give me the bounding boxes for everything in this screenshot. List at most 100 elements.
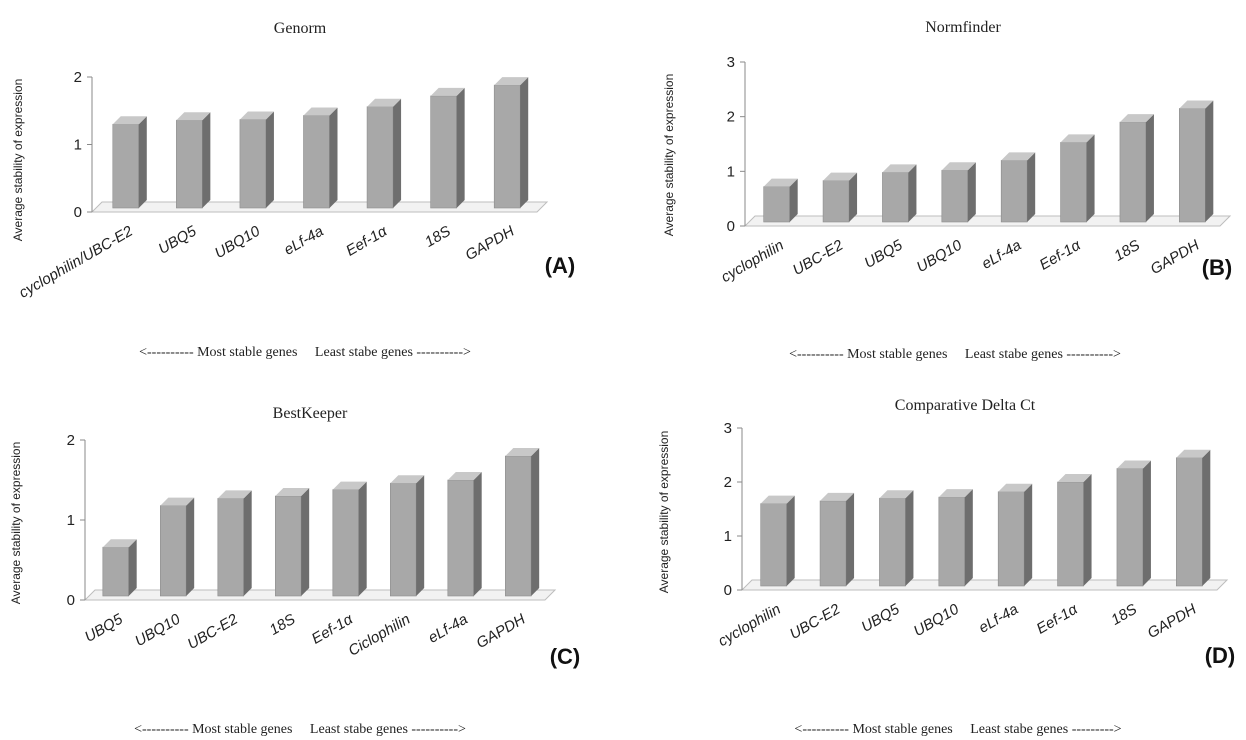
bar-front	[112, 123, 140, 209]
bar-front	[493, 84, 521, 209]
bar-6	[1116, 460, 1151, 587]
bar-side	[786, 495, 795, 586]
chart-title: Normfinder	[925, 19, 1001, 36]
bar-3	[938, 489, 973, 587]
bar-front	[390, 482, 417, 597]
bar-top	[390, 475, 425, 484]
x-tick-label: 18S	[1108, 601, 1140, 629]
x-tick-label: eLf-4a	[976, 601, 1021, 637]
y-tick-label: 0	[67, 592, 75, 609]
x-tick-label: GAPDH	[1145, 601, 1200, 642]
bar-top	[998, 483, 1033, 492]
bar-side	[908, 164, 917, 222]
bar-top	[938, 489, 973, 498]
bar-top	[882, 164, 917, 173]
bar-front	[332, 489, 359, 597]
x-tick-label: Eef-1α	[1037, 237, 1084, 274]
bar-top	[1179, 100, 1214, 109]
bar-side	[1142, 460, 1151, 586]
bar-side	[967, 162, 976, 222]
y-tick-label: 3	[724, 420, 732, 437]
x-tick-label: GAPDH	[1148, 237, 1203, 278]
x-tick-label: 18S	[1111, 237, 1143, 265]
x-tick-label: 18S	[267, 611, 299, 639]
bar-4	[366, 98, 402, 209]
bar-6	[1119, 114, 1154, 223]
x-tick-label: cyclophilin	[715, 601, 783, 650]
bar-0	[112, 116, 147, 209]
bar-7	[1179, 100, 1214, 223]
stability-direction-note: <---------- Most stable genes Least stab…	[789, 347, 1121, 362]
bar-side	[905, 490, 914, 586]
x-tick-label: UBC-E2	[790, 236, 847, 279]
bar-front	[303, 115, 330, 209]
bar-side	[202, 112, 211, 208]
chart-panel-d: Comparative Delta Ct Average stability of…	[657, 397, 1235, 737]
bar-top	[941, 162, 976, 171]
bar-top	[1176, 449, 1211, 458]
bar-side	[186, 497, 195, 596]
bar-front	[1119, 121, 1147, 223]
bar-4	[997, 483, 1033, 587]
y-tick-label: 2	[727, 109, 735, 126]
bar-3	[275, 488, 310, 597]
bar-top	[823, 172, 858, 181]
chart-panel-b: Normfinder Average stability of expressio…	[662, 19, 1232, 362]
x-tick-label: UBQ10	[914, 236, 966, 276]
bar-front	[879, 497, 906, 587]
x-tick-label: Ciclophilin	[346, 611, 414, 660]
chart-panel-c: BestKeeper Average stability of expressio…	[9, 405, 580, 737]
bar-side	[358, 481, 367, 596]
bar-side	[456, 87, 465, 208]
bar-side	[301, 488, 310, 596]
bar-top	[1001, 152, 1036, 161]
bar-7	[1176, 449, 1211, 587]
x-tick-label: eLf-4a	[425, 611, 470, 647]
bar-side	[416, 475, 425, 596]
bar-front	[1060, 142, 1087, 223]
bar-front	[275, 495, 302, 597]
bar-side	[789, 178, 798, 222]
x-tick-label: UBQ5	[155, 222, 199, 257]
bar-side	[1205, 100, 1214, 222]
bar-top	[820, 492, 855, 501]
bar-2	[882, 164, 917, 223]
bar-top	[217, 490, 252, 499]
chart-title: BestKeeper	[273, 405, 348, 422]
x-tick-label: UBQ5	[82, 610, 126, 645]
bar-top	[1057, 474, 1092, 482]
bar-front	[1179, 108, 1206, 223]
y-axis-label: Average stability of expression	[9, 442, 23, 605]
bar-top	[763, 178, 798, 187]
bar-front	[1000, 160, 1028, 223]
stability-direction-note: <---------- Most stable genes Least stab…	[794, 722, 1121, 737]
x-tick-label: UBC-E2	[185, 610, 242, 653]
bar-front	[239, 119, 267, 209]
bar-side	[1027, 152, 1036, 222]
y-axis-label: Average stability of expression	[662, 74, 676, 237]
y-tick-label: 1	[67, 512, 75, 529]
bar-front	[176, 119, 203, 209]
bar-top	[303, 107, 338, 116]
bar-side	[128, 539, 137, 596]
x-tick-label: cyclophilin/UBC-E2	[16, 222, 136, 301]
x-tick-label: UBC-E2	[787, 600, 844, 643]
bar-side	[964, 489, 973, 586]
y-tick-label: 0	[727, 218, 735, 235]
x-tick-label: GAPDH	[463, 223, 518, 264]
bar-front	[760, 503, 787, 587]
panel-label: (C)	[550, 644, 581, 669]
bar-front	[1057, 481, 1084, 587]
bar-0	[760, 495, 795, 587]
panel-label: (B)	[1202, 255, 1233, 280]
bar-5	[1057, 474, 1092, 587]
bar-side	[473, 472, 482, 596]
bar-top	[239, 111, 274, 120]
bar-top	[1116, 460, 1151, 469]
chart-floor	[740, 579, 1229, 591]
bar-front	[997, 491, 1025, 587]
y-tick-label: 3	[727, 54, 735, 71]
stability-direction-note: <---------- Most stable genes Least stab…	[139, 345, 471, 360]
bar-1	[176, 112, 211, 209]
